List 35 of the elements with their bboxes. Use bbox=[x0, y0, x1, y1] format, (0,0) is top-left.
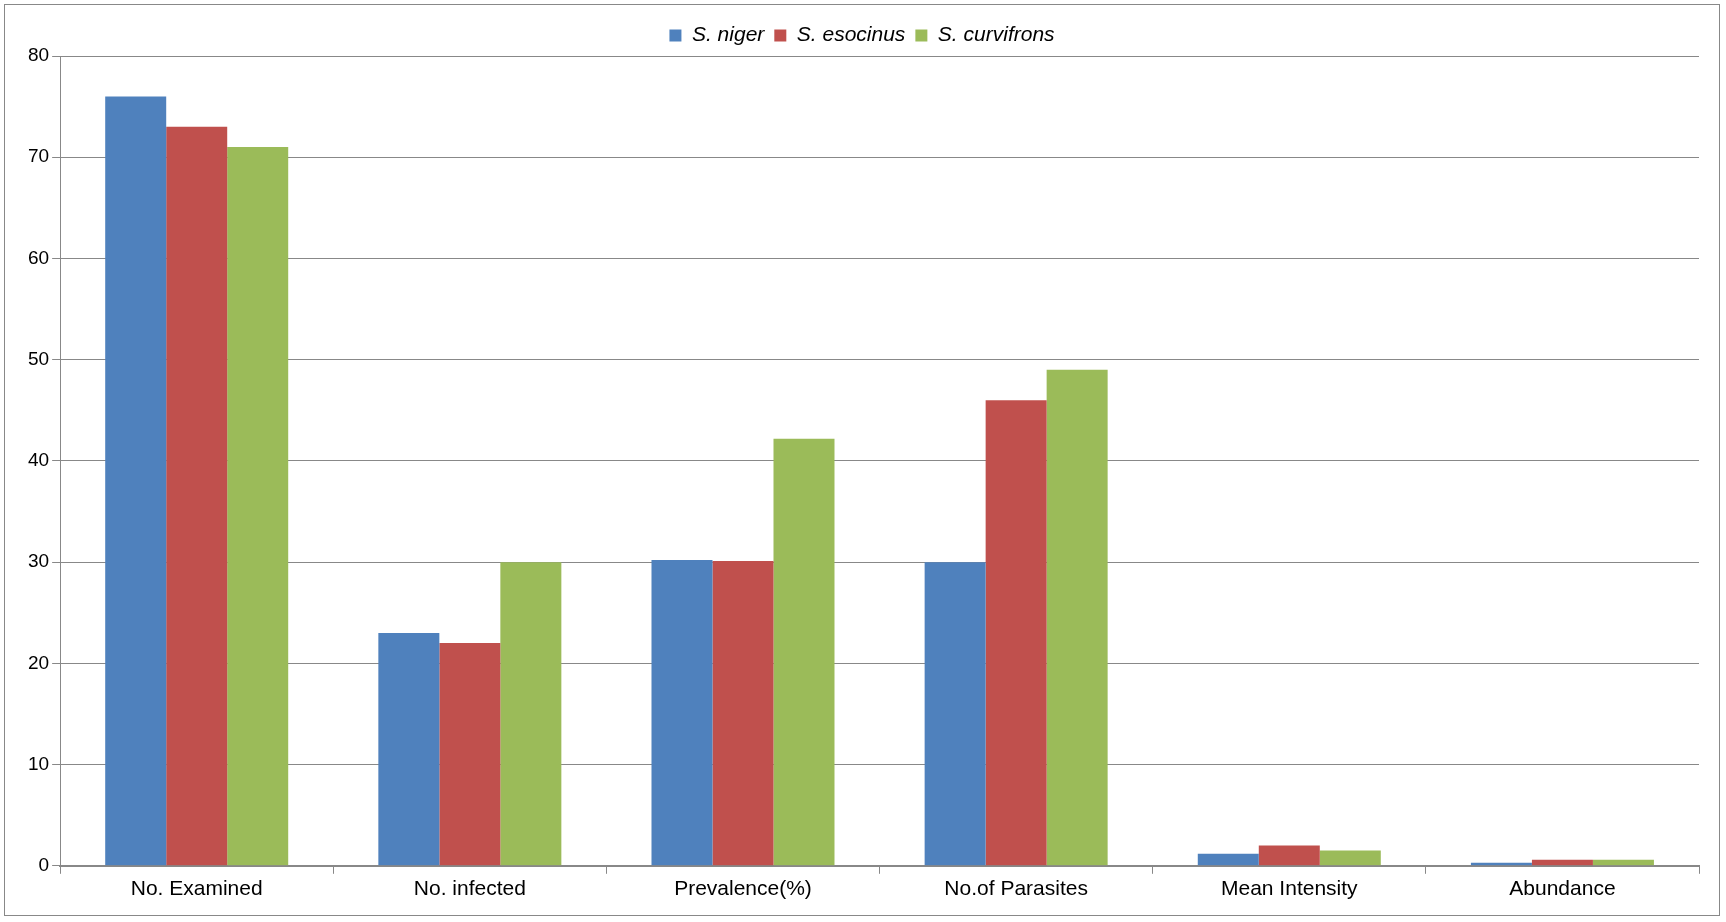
bar bbox=[773, 438, 835, 866]
x-tick-label: Abundance bbox=[1509, 876, 1616, 900]
bar bbox=[924, 562, 986, 866]
bar bbox=[227, 147, 289, 866]
bar bbox=[378, 632, 440, 866]
y-tick-label: 60 bbox=[27, 246, 50, 268]
bar bbox=[500, 562, 562, 866]
x-tick-label: Prevalence(%) bbox=[674, 876, 812, 900]
y-tick-label: 50 bbox=[27, 347, 50, 369]
legend-label: S. niger bbox=[691, 22, 766, 46]
y-tick-label: 70 bbox=[27, 145, 50, 167]
y-tick-label: 40 bbox=[27, 449, 50, 471]
bar bbox=[166, 126, 228, 866]
x-tick-label: No.of Parasites bbox=[944, 876, 1088, 900]
bar bbox=[712, 561, 774, 866]
bar bbox=[651, 560, 713, 866]
bar bbox=[1258, 845, 1320, 866]
y-tick-label: 30 bbox=[27, 550, 50, 572]
x-tick-label: Mean Intensity bbox=[1220, 876, 1359, 900]
legend-label: S. curvifrons bbox=[937, 22, 1056, 46]
y-tick-label: 10 bbox=[27, 752, 50, 774]
legend-label: S. esocinus bbox=[796, 22, 906, 46]
bar bbox=[985, 400, 1047, 866]
y-tick-label: 80 bbox=[27, 44, 50, 66]
bar bbox=[1531, 859, 1593, 866]
bar bbox=[439, 643, 501, 866]
x-tick-label: No. Examined bbox=[130, 876, 263, 900]
bar bbox=[1046, 369, 1108, 866]
bar bbox=[105, 96, 167, 866]
y-tick-label: 20 bbox=[27, 651, 50, 673]
bar bbox=[1592, 859, 1654, 866]
y-tick-label: 0 bbox=[38, 854, 50, 876]
bar bbox=[1319, 850, 1381, 866]
x-tick-label: No. infected bbox=[413, 876, 526, 900]
bar bbox=[1197, 853, 1259, 866]
